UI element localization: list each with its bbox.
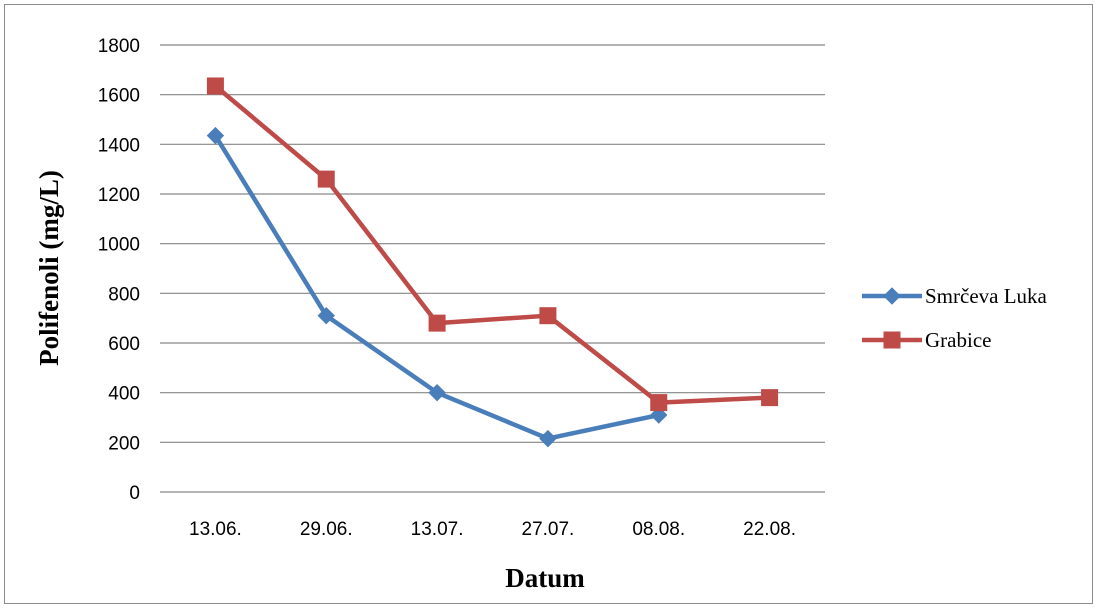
- x-tick-label: 29.06.: [300, 519, 353, 540]
- x-tick-labels: 13.06. 29.06. 13.07. 27.07. 08.08. 22.08.: [189, 519, 796, 540]
- y-tick-label: 800: [108, 284, 140, 305]
- y-tick-label: 1200: [98, 185, 140, 206]
- chart-frame: [4, 4, 1093, 604]
- legend-entry-1: Grabice: [862, 328, 991, 352]
- y-tick-label: 1400: [98, 135, 140, 156]
- data-point: [539, 307, 557, 325]
- legend-entry-0: Smrčeva Luka: [862, 284, 1048, 308]
- legend-label: Smrčeva Luka: [925, 284, 1048, 308]
- gridlines: [160, 44, 825, 493]
- data-point: [317, 306, 335, 325]
- series-line: [213, 84, 770, 405]
- data-point: [206, 126, 225, 145]
- x-axis-title: Datum: [505, 563, 585, 593]
- x-tick-label: 22.08.: [743, 519, 796, 540]
- y-tick-label: 1000: [98, 235, 140, 256]
- series-0: [206, 126, 668, 448]
- x-tick-label: 27.07.: [522, 519, 575, 540]
- y-tick-label: 0: [129, 483, 140, 504]
- series-lines: [206, 77, 779, 448]
- x-tick-label: 13.07.: [411, 519, 464, 540]
- y-tick-label: 1800: [98, 36, 140, 57]
- x-tick-label: 08.08.: [632, 519, 685, 540]
- y-axis-title: Polifenoli (mg/L): [34, 170, 64, 366]
- legend-marker: [883, 331, 901, 349]
- data-point: [761, 389, 779, 407]
- data-point: [539, 429, 557, 448]
- data-point: [650, 394, 668, 412]
- legend: Smrčeva Luka Grabice: [862, 284, 1048, 352]
- data-point: [317, 170, 335, 188]
- y-tick-label: 400: [108, 384, 140, 405]
- data-point: [428, 383, 446, 402]
- series-1: [206, 77, 779, 412]
- legend-marker: [883, 287, 901, 305]
- y-tick-label: 200: [108, 433, 140, 454]
- y-tick-labels: 0 200 400 600 800 1000 1200 1400 1600 1800: [98, 36, 140, 504]
- x-tick-label: 13.06.: [189, 519, 242, 540]
- data-point: [428, 314, 446, 332]
- legend-label: Grabice: [925, 328, 991, 352]
- y-tick-label: 1600: [98, 86, 140, 107]
- data-point: [206, 77, 224, 95]
- y-tick-label: 600: [108, 334, 140, 355]
